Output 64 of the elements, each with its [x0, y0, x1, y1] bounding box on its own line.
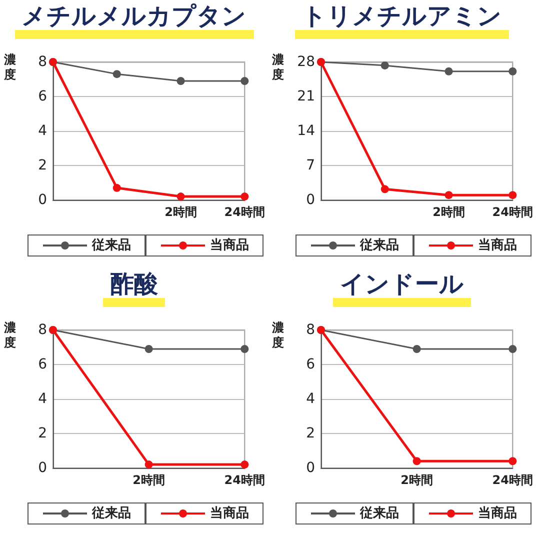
point — [508, 67, 517, 76]
y-axis-title: 濃度 — [271, 320, 284, 350]
chart-title: トリメチルアミン — [302, 2, 502, 30]
chart-title: メチルメルカプタン — [22, 2, 246, 30]
y-tick-label: 4 — [38, 391, 48, 407]
point — [240, 192, 249, 201]
point — [412, 344, 421, 353]
y-tick-label: 0 — [38, 192, 47, 208]
y-tick-label: 2 — [38, 158, 47, 174]
point — [240, 460, 249, 469]
point — [508, 191, 517, 200]
chart-title: 酢酸 — [110, 270, 159, 298]
point — [144, 460, 153, 469]
point — [176, 76, 185, 85]
y-tick-label: 4 — [306, 391, 316, 407]
y-tick-label: 28 — [297, 54, 315, 70]
point — [508, 457, 517, 466]
x-tick-label: 24時間 — [492, 205, 533, 219]
point — [444, 67, 453, 76]
y-tick-label: 6 — [306, 356, 316, 372]
y-tick-label: 8 — [38, 54, 47, 70]
x-tick-label: 2時間 — [400, 473, 434, 487]
y-tick-label: 8 — [38, 322, 47, 338]
y-tick-label: 0 — [306, 192, 315, 208]
legend-label: 当商品 — [210, 237, 249, 253]
y-tick-label: 14 — [297, 123, 316, 139]
y-tick-label: 2 — [38, 426, 47, 442]
x-tick-label: 2時間 — [132, 473, 166, 487]
y-tick-label: 0 — [306, 460, 315, 476]
legend-label: 当商品 — [478, 505, 517, 521]
legend-label: 当商品 — [210, 505, 249, 521]
y-tick-label: 21 — [297, 88, 315, 104]
y-axis-title: 濃度 — [3, 52, 16, 82]
chart-title: インドール — [340, 270, 464, 298]
y-tick-label: 8 — [306, 322, 315, 338]
y-axis-title: 濃度 — [3, 320, 16, 350]
legend-label: 従来品 — [91, 506, 131, 521]
legend-label: 従来品 — [91, 238, 131, 253]
y-tick-label: 7 — [306, 158, 315, 174]
point — [444, 191, 453, 200]
point — [144, 344, 153, 353]
y-tick-label: 0 — [38, 460, 47, 476]
point — [380, 61, 389, 70]
point — [112, 184, 121, 192]
y-tick-label: 6 — [38, 356, 48, 372]
legend-label: 当商品 — [478, 237, 517, 253]
x-tick-label: 24時間 — [224, 473, 265, 487]
x-tick-label: 24時間 — [492, 473, 533, 487]
y-tick-label: 6 — [38, 88, 48, 104]
x-tick-label: 2時間 — [164, 205, 197, 219]
y-tick-label: 2 — [306, 426, 315, 442]
point — [176, 192, 185, 201]
point — [240, 344, 249, 353]
point — [112, 70, 121, 78]
point — [412, 457, 421, 466]
point — [380, 185, 389, 194]
x-tick-label: 24時間 — [224, 205, 265, 219]
y-tick-label: 4 — [38, 123, 48, 139]
x-tick-label: 2時間 — [432, 205, 465, 219]
y-axis-title: 濃度 — [271, 52, 284, 82]
legend-label: 従来品 — [359, 506, 399, 521]
point — [240, 76, 249, 85]
legend-label: 従来品 — [359, 238, 399, 253]
point — [508, 344, 517, 353]
